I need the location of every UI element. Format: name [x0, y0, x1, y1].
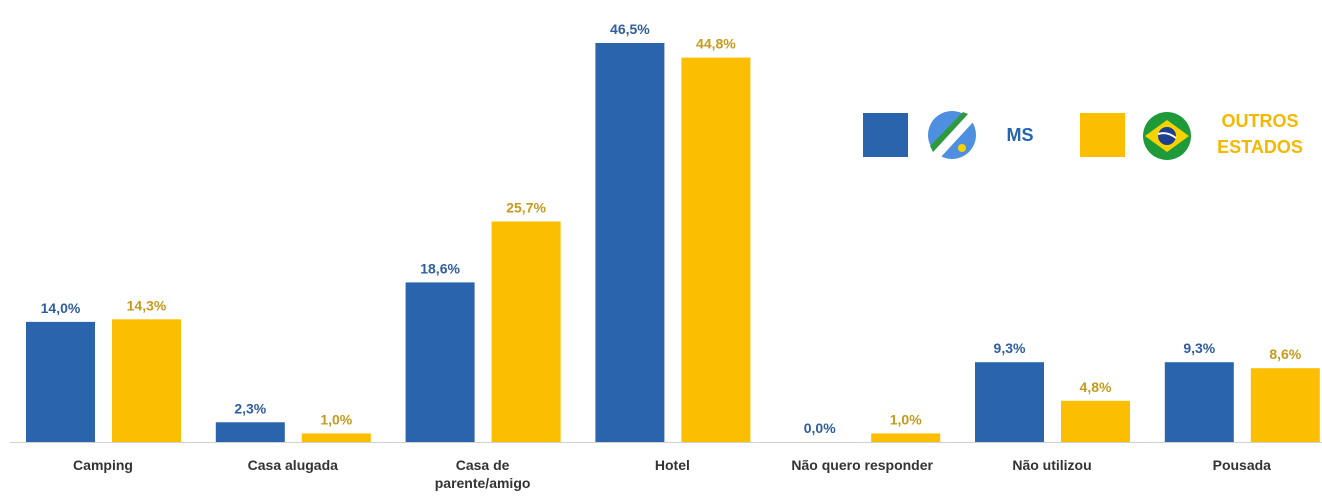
- legend-swatch: [1080, 113, 1125, 157]
- data-label: 1,0%: [890, 411, 922, 427]
- legend-label: MS: [1006, 125, 1034, 145]
- bar: [1164, 362, 1234, 442]
- data-label: 9,3%: [994, 340, 1026, 356]
- data-label: 1,0%: [320, 411, 352, 427]
- legend-label: OUTROS ESTADOS: [1217, 111, 1303, 157]
- data-label: 14,0%: [41, 300, 81, 316]
- bar: [871, 433, 941, 442]
- data-label: 25,7%: [506, 199, 546, 215]
- x-tick-label: Camping: [73, 457, 133, 473]
- data-label: 46,5%: [610, 21, 650, 37]
- data-label: 8,6%: [1269, 346, 1301, 362]
- bar: [595, 43, 665, 442]
- x-tick-label: Pousada: [1212, 457, 1271, 473]
- data-label: 2,3%: [234, 400, 266, 416]
- data-label: 0,0%: [804, 420, 836, 436]
- data-label: 44,8%: [696, 36, 736, 52]
- x-tick-label: Casa alugada: [247, 457, 338, 473]
- data-label: 4,8%: [1080, 379, 1112, 395]
- x-tick-label: Não utilizou: [1012, 457, 1092, 473]
- bar: [975, 362, 1044, 442]
- bar: [215, 422, 285, 442]
- legend-swatch: [863, 113, 908, 157]
- bar: [1250, 368, 1320, 442]
- brazil-flag-icon: [1143, 112, 1191, 160]
- bar: [681, 57, 751, 442]
- bar: [1061, 400, 1130, 442]
- bar: [301, 433, 371, 442]
- bar: [405, 282, 475, 442]
- x-tick-label: Hotel: [654, 457, 690, 473]
- x-tick-label: Não quero responder: [791, 457, 933, 473]
- x-tick-label: Casa de parente/amigo: [434, 457, 531, 491]
- data-label: 18,6%: [420, 260, 460, 276]
- bar: [26, 321, 95, 442]
- ms-flag-icon: [928, 111, 976, 159]
- bar: [491, 221, 561, 442]
- data-label: 9,3%: [1183, 340, 1215, 356]
- bar: [112, 319, 181, 442]
- data-label: 14,3%: [127, 297, 167, 313]
